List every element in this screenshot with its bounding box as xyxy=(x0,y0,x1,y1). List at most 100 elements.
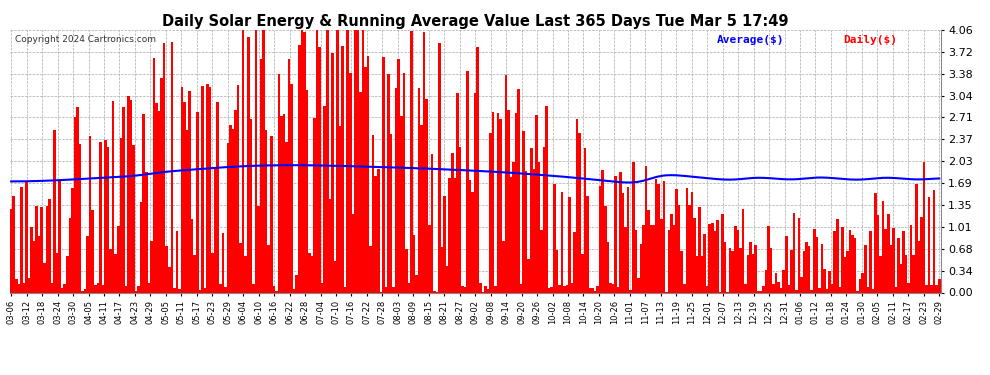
Bar xyxy=(20,188,23,292)
Bar xyxy=(706,286,709,292)
Bar xyxy=(655,179,657,292)
Bar xyxy=(507,110,510,292)
Bar xyxy=(591,288,594,292)
Bar xyxy=(463,287,466,292)
Bar xyxy=(458,147,461,292)
Bar xyxy=(168,267,170,292)
Bar xyxy=(563,286,565,292)
Bar xyxy=(326,30,329,292)
Bar xyxy=(361,30,364,292)
Bar xyxy=(652,225,655,292)
Bar xyxy=(545,106,547,292)
Bar xyxy=(431,154,434,292)
Bar xyxy=(889,245,892,292)
Bar xyxy=(55,253,58,292)
Bar xyxy=(73,117,76,292)
Bar xyxy=(660,219,662,292)
Bar xyxy=(319,47,321,292)
Bar xyxy=(385,287,387,292)
Bar xyxy=(155,102,157,292)
Bar xyxy=(836,219,839,292)
Bar xyxy=(329,199,331,292)
Bar xyxy=(604,206,607,292)
Bar xyxy=(204,288,206,292)
Bar xyxy=(538,162,541,292)
Bar xyxy=(879,256,882,292)
Bar xyxy=(530,148,533,292)
Bar xyxy=(553,184,555,292)
Bar xyxy=(596,286,599,292)
Text: Average($): Average($) xyxy=(717,35,785,45)
Bar xyxy=(785,236,787,292)
Bar xyxy=(413,235,415,292)
Bar xyxy=(517,88,520,292)
Bar xyxy=(15,279,18,292)
Bar xyxy=(877,215,879,292)
Bar xyxy=(270,136,272,292)
Bar xyxy=(344,288,346,292)
Bar xyxy=(337,30,339,292)
Bar xyxy=(441,247,444,292)
Bar xyxy=(871,289,874,292)
Bar xyxy=(61,288,63,292)
Bar xyxy=(936,285,938,292)
Bar xyxy=(583,148,586,292)
Bar xyxy=(86,236,89,292)
Bar xyxy=(387,74,390,292)
Bar xyxy=(439,43,441,292)
Bar xyxy=(267,245,270,292)
Bar xyxy=(81,291,84,292)
Bar xyxy=(647,210,649,292)
Bar xyxy=(104,140,107,292)
Bar xyxy=(400,116,403,292)
Bar xyxy=(846,251,848,292)
Bar xyxy=(813,229,816,292)
Bar xyxy=(635,230,638,292)
Bar xyxy=(499,119,502,292)
Bar xyxy=(36,206,38,292)
Bar xyxy=(751,254,754,292)
Bar xyxy=(510,177,512,292)
Bar xyxy=(377,169,379,292)
Bar xyxy=(288,59,290,292)
Bar xyxy=(701,256,703,292)
Bar xyxy=(476,47,479,292)
Bar xyxy=(744,284,746,292)
Bar xyxy=(709,224,711,292)
Bar xyxy=(451,153,453,292)
Bar xyxy=(734,226,737,292)
Bar xyxy=(826,290,829,292)
Bar xyxy=(277,74,280,292)
Bar xyxy=(926,285,928,292)
Bar xyxy=(316,30,319,292)
Bar xyxy=(390,134,392,292)
Bar xyxy=(920,217,923,292)
Bar xyxy=(630,290,632,292)
Bar xyxy=(209,87,211,292)
Bar xyxy=(843,257,846,292)
Bar xyxy=(913,255,915,292)
Bar xyxy=(767,226,769,292)
Bar xyxy=(928,196,931,292)
Bar xyxy=(520,284,523,292)
Bar xyxy=(446,266,448,292)
Bar xyxy=(448,178,451,292)
Bar xyxy=(547,288,550,292)
Bar xyxy=(130,100,133,292)
Bar xyxy=(163,43,165,292)
Bar xyxy=(757,291,759,292)
Bar xyxy=(586,196,589,292)
Bar xyxy=(853,238,856,292)
Bar xyxy=(313,118,316,292)
Bar xyxy=(112,101,115,292)
Bar xyxy=(170,42,173,292)
Bar xyxy=(769,248,772,292)
Bar xyxy=(53,130,55,292)
Bar xyxy=(188,91,191,292)
Bar xyxy=(864,246,866,292)
Bar xyxy=(638,278,640,292)
Bar xyxy=(541,230,543,292)
Bar xyxy=(334,261,337,292)
Bar xyxy=(581,254,583,292)
Bar xyxy=(160,78,163,292)
